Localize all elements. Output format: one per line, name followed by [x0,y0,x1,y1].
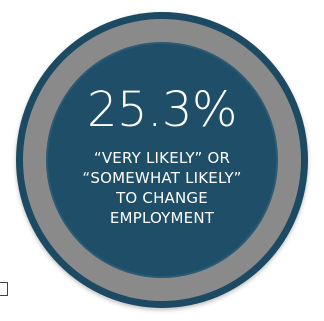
stat-value: 25.3% [87,81,237,138]
inner-disc [46,42,278,278]
caption-line-3: TO CHANGE [116,189,208,207]
caption-line-2: “SOMEWHAT LIKELY” [82,168,242,187]
stat-badge: 25.3% “VERY LIKELY” OR “SOMEWHAT LIKELY”… [46,42,278,278]
stat-caption: “VERY LIKELY” OR “SOMEWHAT LIKELY” TO CH… [82,148,241,229]
caption-line-1: “VERY LIKELY” OR [93,148,231,167]
caption-line-4: EMPLOYMENT [109,209,215,228]
corner-bracket-mark [0,282,8,296]
